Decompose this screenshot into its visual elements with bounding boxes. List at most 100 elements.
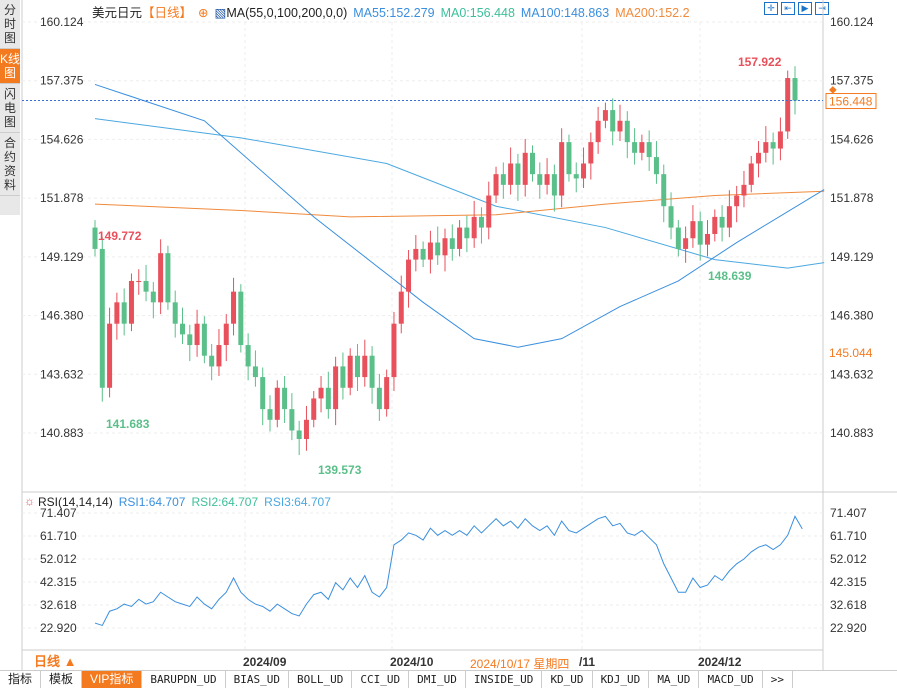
candle-body <box>420 248 426 260</box>
date-label: 2024/09 <box>243 655 287 669</box>
tab--[interactable]: 指标 <box>0 671 42 688</box>
candle-body <box>653 157 659 175</box>
candle-body <box>639 142 645 153</box>
price-tick-left: 151.878 <box>40 191 84 205</box>
candle-body <box>508 163 514 185</box>
tab-inside-ud[interactable]: INSIDE_UD <box>466 671 543 688</box>
candle-body <box>303 419 309 440</box>
candle-body <box>355 355 360 378</box>
end-icon[interactable]: ⇥ <box>815 2 829 15</box>
candle-body <box>216 345 222 367</box>
ma-label[interactable]: MA(55,0,100,200,0,0) <box>226 6 348 20</box>
rsi-settings-icon[interactable]: ☼ <box>24 494 35 508</box>
tab-ma-ud[interactable]: MA_UD <box>649 671 700 688</box>
tab-macd-ud[interactable]: MACD_UD <box>699 671 763 688</box>
candle-body <box>777 131 783 149</box>
candle-body <box>187 334 193 346</box>
price-tick: 146.380 <box>830 309 874 323</box>
tab-barupdn-ud[interactable]: BARUPDN_UD <box>142 671 226 688</box>
price-tick: 151.878 <box>830 191 874 205</box>
candle-body <box>231 291 237 324</box>
price-tick: 157.375 <box>830 74 874 88</box>
zoom-in-icon[interactable]: ⇤ <box>781 2 795 15</box>
candle-body <box>333 366 339 410</box>
candle-body <box>675 227 681 249</box>
candle-body <box>566 142 572 175</box>
candle-body <box>172 302 178 324</box>
tab-dmi-ud[interactable]: DMI_UD <box>409 671 466 688</box>
price-tick: 160.124 <box>830 15 874 29</box>
price-tick: 143.632 <box>830 367 874 381</box>
price-tick: 149.129 <box>830 250 874 264</box>
ma200-line <box>94 190 825 218</box>
candle-body <box>143 280 149 292</box>
candle-body <box>486 195 492 228</box>
tab-vip-[interactable]: VIP指标 <box>82 671 143 688</box>
tab-time-chart[interactable]: 分时图 <box>0 0 20 49</box>
tab-contract-info[interactable]: 合约资料 <box>0 133 20 196</box>
cursor-date-label: 2024/10/17 星期四 <box>470 657 570 671</box>
candle-body <box>158 253 164 303</box>
rsi-tick: 42.315 <box>830 575 867 589</box>
rsi-tick-left: 42.315 <box>40 575 77 589</box>
candle-body <box>602 110 608 121</box>
tab-boll-ud[interactable]: BOLL_UD <box>289 671 353 688</box>
candle-body <box>245 345 251 367</box>
candle-body <box>325 387 331 410</box>
price-tick-left: 149.129 <box>40 250 84 264</box>
price-tick-left: 146.380 <box>40 309 84 323</box>
candle-body <box>406 259 412 292</box>
ma100-value: MA100:148.863 <box>520 6 610 20</box>
tab--[interactable]: 模板 <box>41 671 83 688</box>
rsi-label: RSI(14,14,14) <box>38 495 113 509</box>
candle-body <box>661 174 667 207</box>
rsi3-value: RSI3:64.707 <box>264 495 331 509</box>
price-marker-icon: ◆ <box>829 85 837 96</box>
tab-kd-ud[interactable]: KD_UD <box>542 671 593 688</box>
peak-annotation: 149.772 <box>98 229 142 243</box>
candle-body <box>252 366 258 378</box>
candle-body <box>741 184 747 196</box>
candle-body <box>457 227 463 249</box>
candle-body <box>413 248 419 260</box>
ma0-value: MA0:156.448 <box>440 6 515 20</box>
tab--[interactable]: >> <box>763 671 794 688</box>
rsi-tick-left: 52.012 <box>40 552 77 566</box>
candle-body <box>668 206 674 228</box>
candle-body <box>201 323 207 356</box>
candle-body <box>537 174 543 185</box>
tab-cci-ud[interactable]: CCI_UD <box>352 671 410 688</box>
rsi-tick-left: 32.618 <box>40 598 77 612</box>
candle-body <box>471 216 477 239</box>
move-icon[interactable]: ✛ <box>764 2 778 15</box>
indicator-tabs: 指标 模板 VIP指标 BARUPDN_UD BIAS_UD BOLL_UD CCI_UD D… <box>0 670 897 688</box>
tab-bias-ud[interactable]: BIAS_UD <box>226 671 289 688</box>
tab-k-line[interactable]: K线图 <box>0 49 20 84</box>
chart-legend: 美元日元【日线】 ⊕ ▧MA(55,0,100,200,0,0) MA55:152.2… <box>92 2 696 21</box>
period-selector[interactable]: 日线 ▲ <box>34 654 77 669</box>
candle-body <box>559 142 565 196</box>
tab-kdj-ud[interactable]: KDJ_UD <box>593 671 650 688</box>
min-annotation: 139.573 <box>318 463 362 477</box>
sidebar: 分时图 K线图 闪电图 合约资料 <box>0 0 20 215</box>
tab-flash-chart[interactable]: 闪电图 <box>0 84 20 133</box>
candle-body <box>165 253 171 303</box>
rsi-tick: 32.618 <box>830 598 867 612</box>
indicator-icon[interactable]: ▧ <box>214 6 227 20</box>
chart-toolbar: ✛ ⇤ ▶ ⇥ <box>764 2 829 15</box>
ma200-value: MA200:152.2 <box>615 6 690 20</box>
candle-body <box>632 142 638 153</box>
candle-body <box>573 174 579 179</box>
candle-body <box>238 291 244 346</box>
candle-body <box>624 120 630 143</box>
candle-body <box>92 227 98 249</box>
candle-body <box>136 280 142 282</box>
candle-body <box>274 387 280 420</box>
high-annotation: 157.922 <box>738 55 782 69</box>
add-icon[interactable]: ⊕ <box>198 6 209 20</box>
candle-body <box>478 216 484 228</box>
candle-body <box>544 174 550 185</box>
zoom-out-icon[interactable]: ▶ <box>798 2 812 15</box>
candle-body <box>792 78 798 101</box>
